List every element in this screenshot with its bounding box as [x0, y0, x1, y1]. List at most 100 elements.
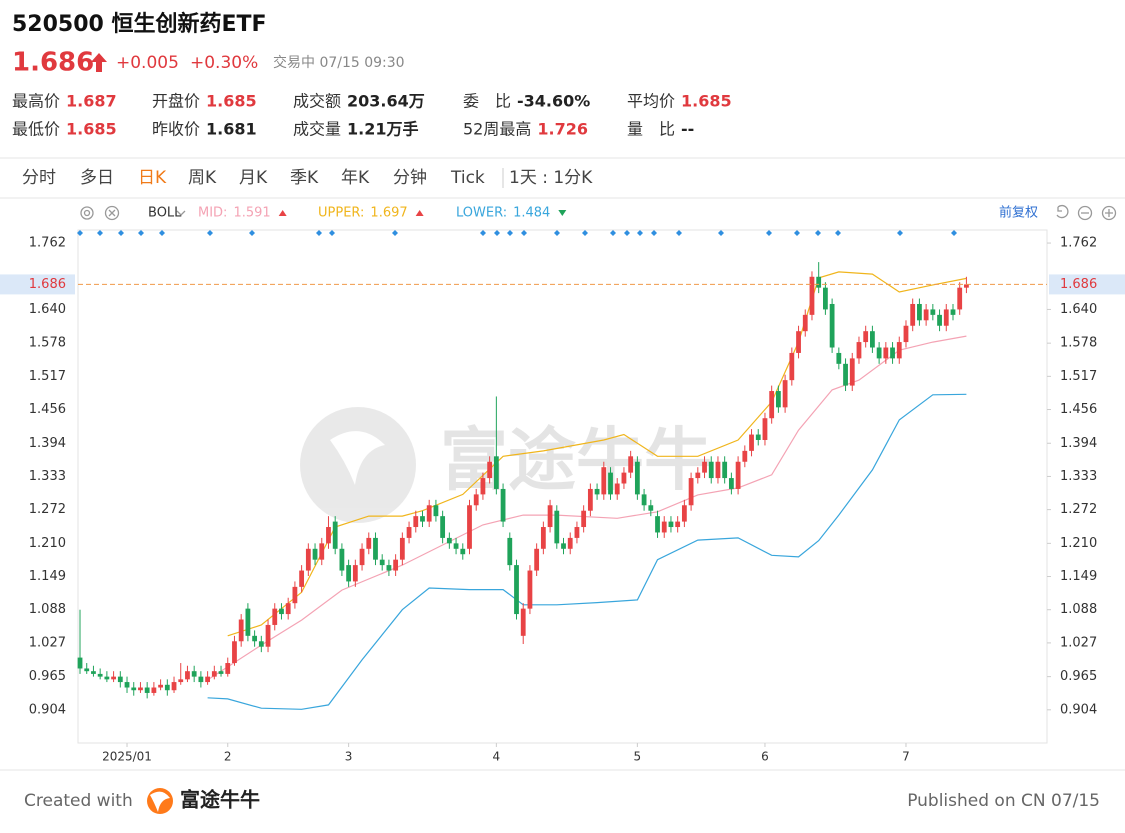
candle-body: [319, 543, 325, 560]
candle-body: [930, 309, 936, 315]
candle-body: [185, 671, 190, 680]
candle-body: [191, 671, 197, 677]
candle-body: [561, 543, 566, 549]
adjust[interactable]: 前复权: [999, 205, 1038, 221]
candle-body: [648, 505, 654, 511]
candle-body: [232, 641, 237, 664]
y-tick-label-right: 1.394: [1060, 436, 1097, 451]
event-marker: [392, 230, 398, 236]
y-tick-label: 1.088: [29, 602, 66, 617]
x-tick-label: 6: [761, 750, 769, 764]
candle-body: [386, 565, 392, 571]
candle-body: [843, 363, 848, 386]
stat-label: 成交额: [293, 92, 341, 111]
candle-body: [775, 391, 781, 408]
y-tick-label: 0.965: [29, 669, 66, 684]
candle-body: [621, 472, 627, 484]
event-marker: [249, 230, 255, 236]
tab[interactable]: 1天 : 1分K: [509, 168, 593, 188]
y-tick-label-right: 1.762: [1060, 236, 1097, 251]
last-price-box: [0, 274, 75, 295]
stat-label: 52周最高: [463, 120, 531, 139]
stat-value: -34.60%: [517, 92, 590, 111]
candle-body: [749, 434, 754, 451]
tab[interactable]: 月K: [239, 168, 268, 188]
candle-body: [681, 505, 687, 522]
event-marker: [494, 230, 500, 236]
candle-body: [735, 461, 741, 489]
tab[interactable]: 年K: [341, 168, 370, 188]
legend-value: 1.484: [513, 206, 550, 221]
legend-name: LOWER:: [456, 206, 507, 221]
candle-body: [279, 608, 284, 615]
candle-body: [144, 687, 150, 693]
candle-body: [359, 548, 365, 566]
y-tick-label-right: 1.088: [1060, 602, 1097, 617]
event-marker: [77, 230, 83, 236]
candle-body: [245, 608, 251, 636]
stat-label: 成交量: [293, 120, 341, 139]
indicator[interactable]: BOLL: [148, 206, 182, 221]
tab[interactable]: Tick: [450, 168, 485, 188]
event-marker: [207, 230, 213, 236]
y-tick-label: 1.517: [29, 369, 66, 384]
candle-body: [413, 516, 419, 528]
y-tick-label-right: 1.272: [1060, 502, 1097, 517]
candle-body: [97, 673, 103, 677]
candle-body: [299, 570, 305, 587]
candle-body: [373, 537, 378, 560]
candle-body: [554, 510, 560, 544]
candle-body: [211, 671, 217, 677]
candle-body: [574, 527, 580, 538]
stat-label: 量 比: [627, 120, 675, 139]
tab[interactable]: 分时: [22, 168, 56, 188]
y-tick-label-right: 1.149: [1060, 569, 1097, 584]
y-tick-label: 1.210: [29, 536, 66, 551]
footer-brand: 富途牛牛: [180, 788, 260, 812]
tab[interactable]: 多日: [80, 168, 114, 188]
candle-body: [608, 472, 613, 495]
legend-name: MID:: [198, 206, 227, 221]
stat-label: 最低价: [12, 120, 60, 139]
price: 1.686: [12, 48, 94, 78]
y-tick-label: 1.762: [29, 236, 66, 251]
y-tick-label: 1.272: [29, 502, 66, 517]
footer-created: Created with: [24, 791, 133, 811]
candle-body: [883, 347, 889, 359]
y-tick-label-right: 1.456: [1060, 402, 1097, 417]
stat-label: 最高价: [12, 92, 60, 111]
candle-body: [339, 548, 345, 571]
candle-body: [802, 314, 808, 332]
candle-body: [789, 352, 795, 381]
event-marker: [718, 230, 724, 236]
candle-body: [406, 527, 412, 538]
candle-body: [896, 342, 902, 359]
candle-body: [567, 537, 573, 549]
stat-value: 1.685: [206, 92, 257, 111]
last-price-label: 1.686: [29, 277, 66, 292]
toolbar-icons: [80, 204, 1117, 221]
event-marker: [637, 230, 643, 236]
y-tick-label: 1.640: [29, 302, 66, 317]
candle-body: [950, 309, 956, 315]
event-marker: [554, 230, 560, 236]
event-marker: [835, 230, 841, 236]
candle-body: [937, 314, 942, 326]
candle-body: [507, 537, 513, 566]
candle-body: [816, 276, 822, 288]
tab[interactable]: 周K: [188, 168, 217, 188]
candle-body: [809, 276, 815, 315]
candle-body: [614, 483, 620, 495]
tab[interactable]: 季K: [290, 168, 319, 188]
event-marker: [329, 230, 335, 236]
candle-body: [366, 537, 372, 549]
tab[interactable]: 日K: [138, 168, 167, 188]
candle-body: [285, 603, 291, 615]
stat-value: 203.64万: [347, 92, 425, 111]
stat-value: 1.685: [66, 120, 117, 139]
boll-line: [207, 393, 967, 710]
tab[interactable]: 分钟: [393, 168, 427, 188]
candle-body: [782, 380, 788, 408]
legend-trend: [278, 210, 287, 216]
candle-body: [312, 548, 318, 560]
